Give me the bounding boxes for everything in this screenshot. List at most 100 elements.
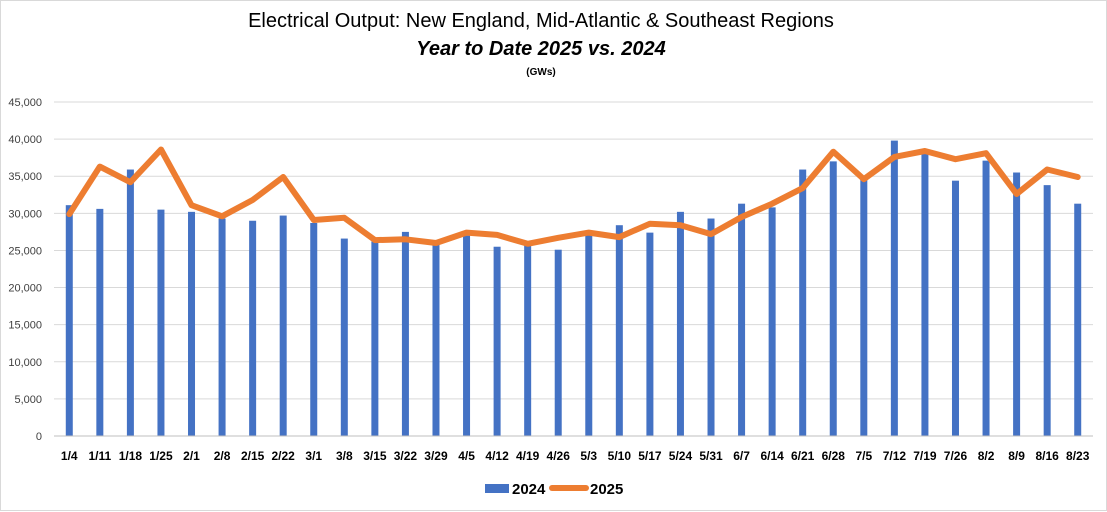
x-tick-label: 7/5	[855, 449, 872, 463]
chart-subtitle: Year to Date 2025 vs. 2024	[416, 38, 665, 60]
x-tick-label: 8/16	[1035, 449, 1059, 463]
y-tick-label: 10,000	[8, 357, 42, 369]
bar-2024	[65, 205, 73, 436]
legend: 2024 2025	[485, 481, 623, 498]
bar-2024	[829, 161, 837, 436]
x-tick-label: 8/23	[1066, 449, 1090, 463]
point-2025	[1016, 193, 1018, 195]
point-2025	[557, 237, 559, 239]
point-2025	[99, 166, 101, 168]
y-tick-label: 30,000	[8, 208, 42, 220]
legend-label-2025: 2025	[590, 481, 623, 498]
x-tick-label: 4/5	[458, 449, 475, 463]
bar-2024	[1074, 203, 1082, 436]
bar-2024	[249, 220, 257, 436]
point-2025	[588, 232, 590, 234]
y-tick-label: 40,000	[8, 134, 42, 146]
x-tick-label: 7/26	[944, 449, 968, 463]
point-2025	[404, 238, 406, 240]
point-2025	[68, 213, 70, 215]
x-tick-label: 5/24	[669, 449, 693, 463]
bar-2024	[799, 169, 807, 436]
bars-2024	[65, 140, 1082, 436]
legend-swatch-2024	[485, 484, 509, 493]
bar-2024	[432, 243, 440, 436]
point-2025	[618, 236, 620, 238]
point-2025	[282, 176, 284, 178]
y-tick-label: 45,000	[8, 97, 42, 109]
x-tick-label: 6/28	[822, 449, 846, 463]
bar-2024	[585, 233, 593, 436]
bar-2024	[279, 215, 287, 436]
bar-2024	[707, 218, 715, 436]
x-tick-label: 8/2	[978, 449, 995, 463]
bar-2024	[1043, 185, 1051, 436]
point-2025	[924, 150, 926, 152]
point-2025	[160, 149, 162, 151]
point-2025	[863, 178, 865, 180]
y-tick-label: 20,000	[8, 283, 42, 295]
x-tick-label: 5/17	[638, 449, 662, 463]
bar-2024	[310, 222, 318, 436]
x-tick-label: 3/8	[336, 449, 353, 463]
y-tick-label: 5,000	[14, 394, 42, 406]
point-2025	[893, 156, 895, 158]
bar-2024	[1013, 172, 1021, 436]
point-2025	[435, 242, 437, 244]
y-tick-label: 25,000	[8, 245, 42, 257]
point-2025	[832, 151, 834, 153]
y-tick-label: 35,000	[8, 171, 42, 183]
point-2025	[313, 219, 315, 221]
bar-2024	[768, 207, 776, 436]
gridlines	[54, 101, 1093, 400]
x-tick-label: 1/25	[149, 449, 173, 463]
x-tick-label: 3/29	[424, 449, 448, 463]
bar-2024	[524, 244, 532, 436]
point-2025	[679, 224, 681, 226]
x-tick-label: 1/11	[88, 449, 111, 463]
bar-2024	[890, 140, 898, 436]
point-2025	[1046, 169, 1048, 171]
x-tick-label: 2/15	[241, 449, 265, 463]
point-2025	[710, 233, 712, 235]
x-tick-label: 3/1	[305, 449, 322, 463]
bar-2024	[340, 238, 348, 436]
point-2025	[771, 203, 773, 205]
bar-2024	[554, 249, 562, 436]
x-tick-label: 2/1	[183, 449, 200, 463]
chart-units: (GWs)	[526, 67, 555, 78]
bar-2024	[646, 232, 654, 436]
bar-2024	[921, 150, 929, 436]
x-tick-label: 1/4	[61, 449, 78, 463]
x-tick-label: 7/12	[883, 449, 907, 463]
line-2025	[66, 146, 1081, 247]
bar-2024	[96, 208, 104, 436]
x-tick-label: 3/15	[363, 449, 387, 463]
point-2025	[191, 204, 193, 206]
x-tick-label: 6/21	[791, 449, 815, 463]
x-tick-label: 2/8	[214, 449, 231, 463]
x-tick-label: 6/14	[760, 449, 784, 463]
x-tick-label: 6/7	[733, 449, 750, 463]
point-2025	[985, 152, 987, 154]
series-line-2025	[66, 146, 1081, 247]
bar-2024	[463, 235, 471, 436]
point-2025	[374, 239, 376, 241]
point-2025	[802, 187, 804, 189]
point-2025	[496, 234, 498, 236]
point-2025	[129, 181, 131, 183]
x-tick-label: 4/26	[547, 449, 571, 463]
bar-2024	[982, 160, 990, 436]
bar-2024	[218, 218, 226, 436]
x-tick-label: 8/9	[1008, 449, 1025, 463]
point-2025	[466, 232, 468, 234]
point-2025	[527, 243, 529, 245]
bar-2024	[371, 241, 379, 436]
bar-2024	[860, 178, 868, 436]
x-tick-label: 5/31	[699, 449, 723, 463]
point-2025	[649, 223, 651, 225]
x-tick-label: 7/19	[913, 449, 937, 463]
point-2025	[1077, 176, 1079, 178]
point-2025	[343, 217, 345, 219]
